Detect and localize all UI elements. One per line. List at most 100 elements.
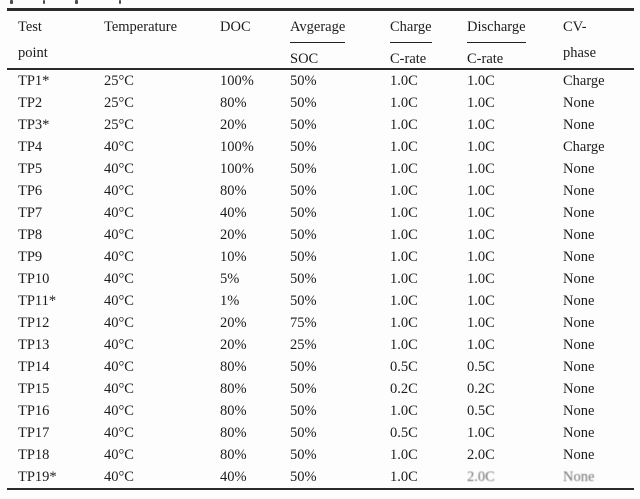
cell-cv-phase: None (563, 227, 595, 243)
table-row: TP5 40°C 100% 50% 1.0C 1.0C None (0, 158, 640, 180)
cell-average-soc: 50% (290, 161, 317, 177)
cell-test-point: TP11* (18, 293, 57, 309)
cell-charge-c-rate: 1.0C (390, 337, 418, 353)
cell-test-point: TP10 (18, 271, 50, 287)
header-average-label: Avgerage (290, 18, 346, 43)
cell-discharge-c-rate: 0.5C (467, 359, 495, 375)
cell-average-soc: 50% (290, 73, 317, 89)
cell-doc: 80% (220, 425, 247, 441)
cell-average-soc: 50% (290, 359, 317, 375)
cell-test-point: TP8 (18, 227, 43, 243)
cell-test-point: TP7 (18, 205, 43, 221)
cell-cv-phase: None (563, 315, 595, 331)
cell-average-soc: 50% (290, 469, 317, 485)
cell-doc: 20% (220, 227, 247, 243)
cell-cv-phase: None (563, 293, 595, 309)
table-row: TP3* 25°C 20% 50% 1.0C 1.0C None (0, 114, 640, 136)
cell-cv-phase: None (563, 469, 595, 485)
cell-discharge-c-rate: 1.0C (467, 315, 495, 331)
header-average-soc: Avgerage SOC (290, 14, 390, 69)
cell-cv-phase: None (563, 249, 595, 265)
cell-charge-c-rate: 0.5C (390, 359, 418, 375)
cell-discharge-c-rate: 1.0C (467, 95, 495, 111)
table-row: TP18 40°C 80% 50% 1.0C 2.0C None (0, 444, 640, 466)
cell-test-point: TP16 (18, 403, 50, 419)
cell-discharge-c-rate: 2.0C (467, 469, 495, 485)
header-test-point: Test point (18, 14, 104, 66)
cell-cv-phase: None (563, 95, 595, 111)
cell-discharge-c-rate: 0.5C (467, 403, 495, 419)
cell-average-soc: 50% (290, 183, 317, 199)
cell-cv-phase: None (563, 359, 595, 375)
cell-cv-phase: Charge (563, 139, 605, 155)
cell-temperature: 40°C (104, 425, 134, 441)
table-row: TP1* 25°C 100% 50% 1.0C 1.0C Charge (0, 70, 640, 92)
cell-cv-phase: Charge (563, 73, 605, 89)
cell-charge-c-rate: 1.0C (390, 139, 418, 155)
cell-test-point: TP17 (18, 425, 50, 441)
cell-test-point: TP14 (18, 359, 50, 375)
cell-doc: 20% (220, 117, 247, 133)
cell-temperature: 40°C (104, 469, 134, 485)
cell-temperature: 40°C (104, 205, 134, 221)
cell-test-point: TP1* (18, 73, 50, 89)
cell-charge-c-rate: 1.0C (390, 271, 418, 287)
header-soc-label: SOC (290, 51, 319, 67)
cell-discharge-c-rate: 1.0C (467, 337, 495, 353)
cell-discharge-c-rate: 1.0C (467, 271, 495, 287)
cell-charge-c-rate: 0.2C (390, 381, 418, 397)
cell-doc: 80% (220, 403, 247, 419)
cell-charge-c-rate: 1.0C (390, 73, 418, 89)
table-row: TP12 40°C 20% 75% 1.0C 1.0C None (0, 312, 640, 334)
cell-doc: 80% (220, 95, 247, 111)
table-row: TP9 40°C 10% 50% 1.0C 1.0C None (0, 246, 640, 268)
cell-cv-phase: None (563, 271, 595, 287)
cell-discharge-c-rate: 0.2C (467, 381, 495, 397)
cell-average-soc: 50% (290, 139, 317, 155)
cell-charge-c-rate: 1.0C (390, 161, 418, 177)
cell-charge-c-rate: 0.5C (390, 425, 418, 441)
cell-doc: 80% (220, 447, 247, 463)
cell-average-soc: 50% (290, 403, 317, 419)
header-cv-phase-line2: phase (563, 45, 597, 61)
table-row: TP4 40°C 100% 50% 1.0C 1.0C Charge (0, 136, 640, 158)
cell-doc: 40% (220, 205, 247, 221)
cell-discharge-c-rate: 2.0C (467, 447, 495, 463)
cell-doc: 80% (220, 381, 247, 397)
table-row: TP14 40°C 80% 50% 0.5C 0.5C None (0, 356, 640, 378)
header-doc-label: DOC (220, 19, 251, 35)
cell-doc: 40% (220, 469, 247, 485)
cropped-caption-fragment (10, 0, 13, 4)
cell-doc: 10% (220, 249, 247, 265)
cell-doc: 100% (220, 73, 254, 89)
table-row: TP8 40°C 20% 50% 1.0C 1.0C None (0, 224, 640, 246)
cell-temperature: 40°C (104, 161, 134, 177)
cell-test-point: TP15 (18, 381, 50, 397)
cell-discharge-c-rate: 1.0C (467, 73, 495, 89)
header-charge-c-rate-label: C-rate (390, 51, 427, 67)
cell-discharge-c-rate: 1.0C (467, 293, 495, 309)
cell-temperature: 40°C (104, 337, 134, 353)
cell-average-soc: 50% (290, 205, 317, 221)
header-temperature: Temperature (104, 14, 220, 40)
cell-temperature: 40°C (104, 403, 134, 419)
cell-test-point: TP12 (18, 315, 50, 331)
header-charge-c-rate: Charge C-rate (390, 14, 467, 69)
cell-charge-c-rate: 1.0C (390, 447, 418, 463)
cell-average-soc: 50% (290, 293, 317, 309)
cropped-caption-fragment (119, 0, 121, 4)
table-row: TP10 40°C 5% 50% 1.0C 1.0C None (0, 268, 640, 290)
cell-charge-c-rate: 1.0C (390, 469, 418, 485)
header-charge-label: Charge (390, 18, 432, 43)
table-row: TP15 40°C 80% 50% 0.2C 0.2C None (0, 378, 640, 400)
cropped-caption-fragment (75, 0, 78, 4)
cell-doc: 20% (220, 337, 247, 353)
cell-cv-phase: None (563, 403, 595, 419)
cell-doc: 1% (220, 293, 240, 309)
cell-doc: 80% (220, 183, 247, 199)
header-discharge-label: Discharge (467, 18, 526, 43)
cell-test-point: TP9 (18, 249, 43, 265)
cell-temperature: 40°C (104, 271, 134, 287)
cell-average-soc: 50% (290, 95, 317, 111)
